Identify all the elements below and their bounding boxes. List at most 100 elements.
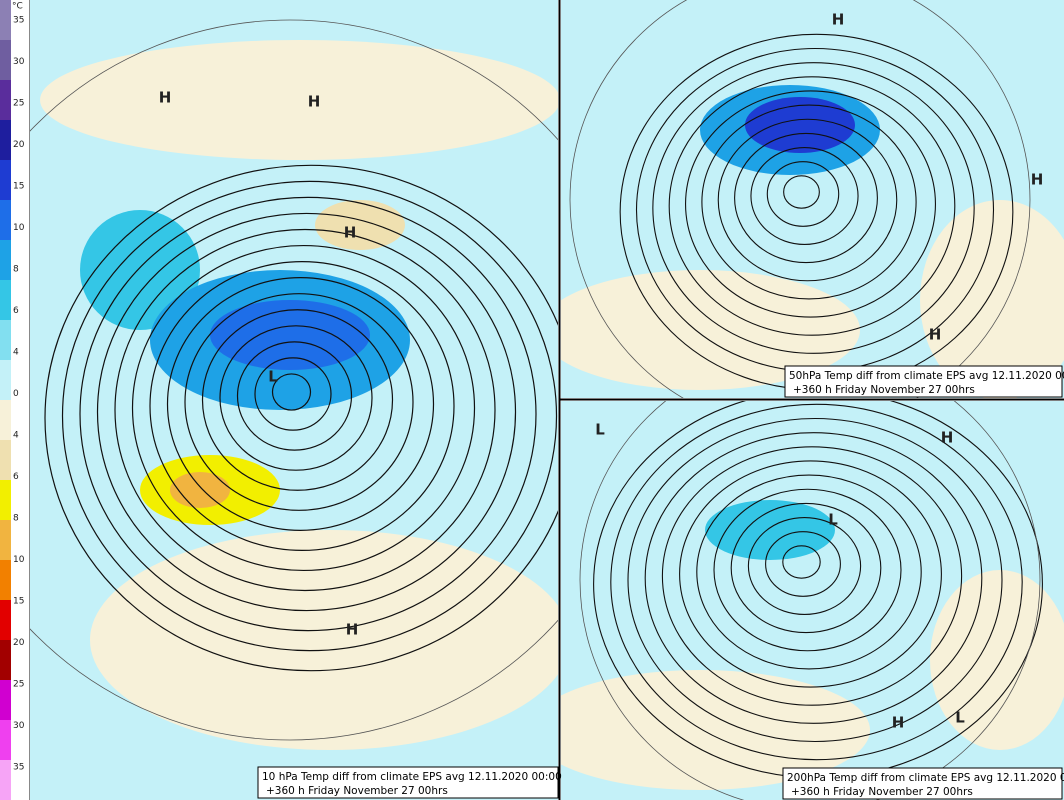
scale-band <box>0 120 11 160</box>
contour <box>684 90 936 318</box>
scale-band <box>0 720 11 760</box>
scale-label: 6 <box>13 306 19 316</box>
contour <box>652 62 975 354</box>
pressure-label: H <box>832 11 845 29</box>
caption-line: +360 h Friday November 27 00hrs <box>793 384 975 396</box>
contour <box>610 403 1023 761</box>
contour <box>166 277 435 531</box>
scale-label: 25 <box>13 99 24 109</box>
pressure-label: H <box>929 326 942 344</box>
scale-band <box>0 200 11 240</box>
contour <box>627 417 1003 743</box>
contour <box>766 161 840 227</box>
caption-box <box>782 767 1063 800</box>
contour <box>644 432 983 724</box>
contour <box>782 545 821 579</box>
map-50hpa <box>561 0 1064 398</box>
scale-band <box>0 560 11 600</box>
scale-band <box>0 640 11 680</box>
caption-line: +360 h Friday November 27 00hrs <box>791 786 973 798</box>
pressure-label: H <box>159 89 172 107</box>
contour <box>184 293 414 511</box>
contour <box>701 104 917 300</box>
contour <box>79 196 537 632</box>
contour <box>713 488 902 652</box>
scale-unit: °C <box>12 2 23 12</box>
scale-band <box>0 320 11 360</box>
contour <box>783 175 820 209</box>
scale-label: 20 <box>13 638 25 648</box>
caption-line: 10 hPa Temp diff from climate EPS avg 12… <box>262 771 562 783</box>
scale-label: 4 <box>13 348 19 358</box>
scale-band <box>0 280 11 320</box>
caption-line: 200hPa Temp diff from climate EPS avg 12… <box>787 772 1064 784</box>
caption-box <box>784 365 1063 398</box>
contour <box>96 212 517 612</box>
scale-label: 10 <box>13 223 25 233</box>
contour <box>149 261 455 551</box>
pressure-label: L <box>828 511 838 529</box>
scale-label: 35 <box>13 763 24 773</box>
contour <box>750 147 859 246</box>
contour <box>661 446 963 706</box>
pressure-label: H <box>344 224 357 242</box>
contour <box>747 516 862 615</box>
scale-label: 30 <box>13 721 25 731</box>
map-200hpa <box>561 401 1064 800</box>
caption-line: 50hPa Temp diff from climate EPS avg 12.… <box>789 370 1064 382</box>
pressure-label: H <box>308 93 321 111</box>
scale-label: 6 <box>13 472 19 482</box>
scale-label: 10 <box>13 555 25 565</box>
scale-label: 15 <box>13 597 24 607</box>
contour <box>254 357 332 431</box>
scale-band <box>0 760 11 800</box>
contour <box>734 132 878 264</box>
scale-band <box>0 440 11 480</box>
scale-label: 30 <box>13 57 25 67</box>
contour <box>236 341 353 451</box>
contour <box>131 244 476 572</box>
contour <box>271 373 312 411</box>
scale-band <box>0 40 11 80</box>
scale-label: 8 <box>13 514 19 524</box>
scale-label: 15 <box>13 182 24 192</box>
scale-band <box>0 480 11 520</box>
contour <box>61 180 558 652</box>
scale-band <box>0 520 11 560</box>
contour <box>219 325 373 471</box>
caption-line: +360 h Friday November 27 00hrs <box>266 785 448 797</box>
contour <box>717 118 898 282</box>
scale-band <box>0 360 11 400</box>
scale-label: 20 <box>13 140 25 150</box>
pressure-label: L <box>268 368 278 386</box>
pressure-label: H <box>346 621 359 639</box>
contour <box>730 502 882 634</box>
scale-label: 4 <box>13 431 19 441</box>
scale-band <box>0 0 11 40</box>
contour <box>765 531 841 597</box>
contour <box>668 76 956 336</box>
scale-band <box>0 680 11 720</box>
pressure-label: L <box>595 421 605 439</box>
contour <box>696 474 922 670</box>
scale-band <box>0 80 11 120</box>
contour <box>679 460 942 688</box>
pressure-label: H <box>941 429 954 447</box>
scale-band <box>0 160 11 200</box>
scale-label: 25 <box>13 680 24 690</box>
contour <box>114 228 496 592</box>
scale-label: 0 <box>13 389 19 399</box>
scale-band <box>0 400 11 440</box>
caption-box <box>257 766 559 799</box>
contour <box>201 309 394 491</box>
scale-band <box>0 600 11 640</box>
pressure-label: L <box>955 709 965 727</box>
pressure-label: H <box>892 714 905 732</box>
scale-band <box>0 240 11 280</box>
map-10hpa <box>30 0 558 800</box>
scale-label: 35 <box>13 16 24 26</box>
pressure-label: H <box>1031 171 1044 189</box>
scale-label: 8 <box>13 265 19 275</box>
contour <box>44 164 558 672</box>
